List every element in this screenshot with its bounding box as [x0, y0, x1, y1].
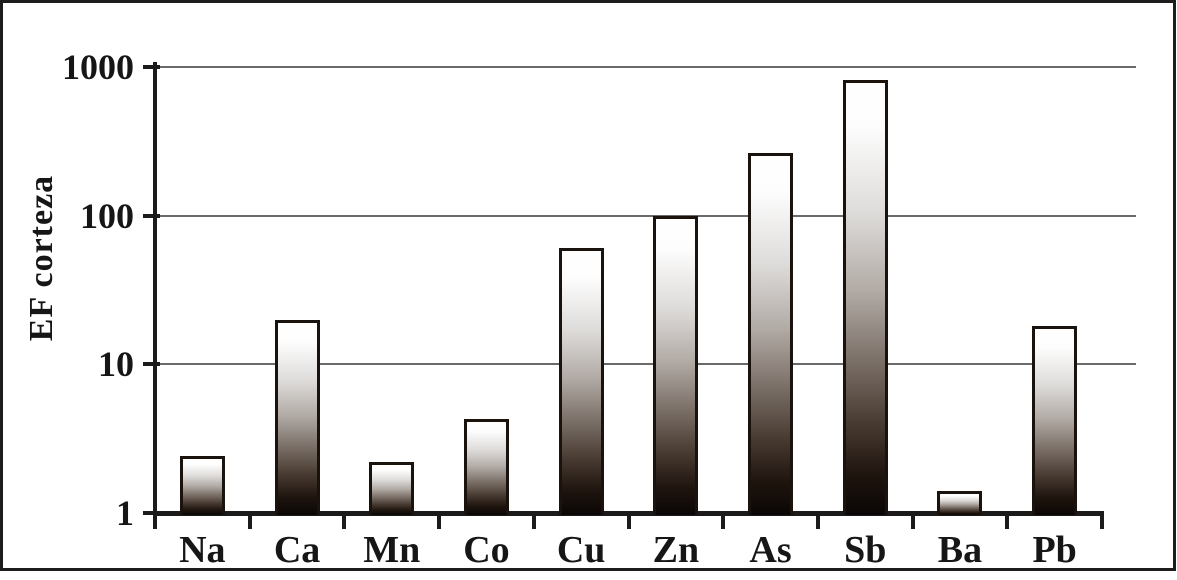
x-category-label-zn: Zn — [652, 529, 700, 571]
y-tick-label-10: 10 — [98, 344, 134, 385]
y-tick-1000 — [143, 64, 160, 69]
x-tick-5 — [626, 511, 631, 529]
x-tick-7 — [815, 511, 820, 529]
gridline-100 — [155, 214, 1136, 217]
x-category-label-mn: Mn — [363, 529, 421, 571]
bar-cu — [558, 247, 604, 515]
bar-sb — [842, 79, 888, 515]
x-category-label-ca: Ca — [273, 529, 321, 571]
bar-na — [179, 456, 225, 515]
x-tick-8 — [910, 511, 915, 529]
bar-zn — [653, 215, 699, 515]
x-tick-6 — [721, 511, 726, 529]
bar-ca — [274, 319, 320, 515]
x-tick-10 — [1100, 511, 1104, 529]
x-category-label-co: Co — [463, 529, 510, 571]
y-tick-1 — [143, 511, 160, 515]
x-tick-3 — [437, 511, 442, 529]
bar-as — [748, 152, 794, 515]
x-tick-1 — [247, 511, 252, 529]
x-tick-2 — [342, 511, 347, 529]
y-tick-100 — [143, 213, 160, 218]
x-tick-0 — [153, 511, 157, 529]
gridline-1000 — [155, 65, 1136, 68]
x-category-label-cu: Cu — [556, 529, 606, 571]
y-tick-label-100: 100 — [80, 195, 134, 236]
y-axis-line — [153, 62, 157, 516]
y-tick-label-1000: 1000 — [62, 46, 134, 87]
bar-pb — [1032, 326, 1078, 515]
bar-co — [463, 418, 509, 515]
bar-mn — [369, 462, 415, 515]
x-category-label-ba: Ba — [937, 529, 983, 571]
bar-ba — [937, 491, 983, 515]
y-tick-10 — [143, 362, 160, 367]
x-category-label-sb: Sb — [844, 529, 887, 571]
x-category-label-na: Na — [179, 529, 226, 571]
x-category-label-pb: Pb — [1032, 529, 1077, 571]
x-tick-4 — [531, 511, 536, 529]
x-category-label-as: As — [749, 529, 792, 571]
y-tick-label-1: 1 — [116, 493, 134, 533]
x-tick-9 — [1005, 511, 1010, 529]
gridline-10 — [155, 363, 1136, 366]
